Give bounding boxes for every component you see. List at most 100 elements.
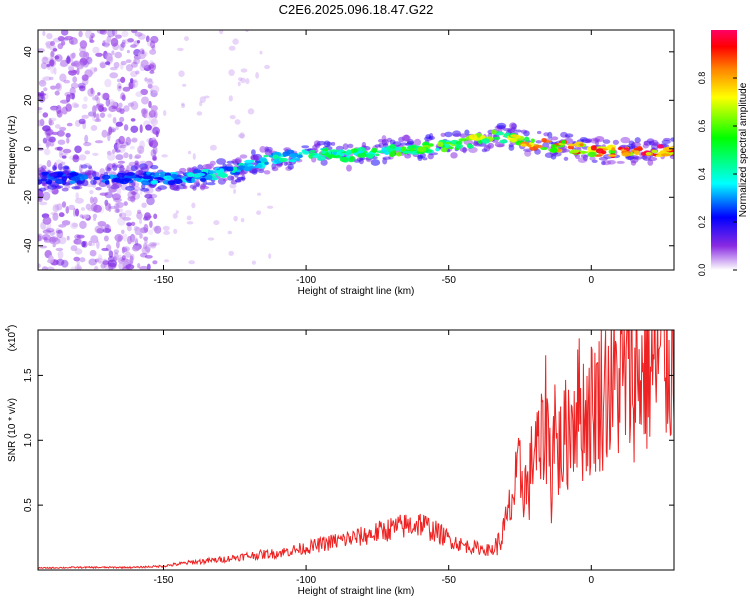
noise-blob <box>43 92 49 100</box>
noise-blob <box>72 155 80 163</box>
ridge-halo-blob <box>463 139 474 145</box>
noise-blob <box>127 235 133 245</box>
noise-blob <box>97 221 107 227</box>
noise-blob <box>245 30 249 33</box>
noise-blob <box>121 94 126 101</box>
noise-blob <box>173 228 178 234</box>
noise-blob <box>122 217 131 221</box>
ridge-blob <box>579 143 584 147</box>
ridge-blob <box>154 172 160 177</box>
noise-blob <box>120 76 126 83</box>
ridge-halo-blob <box>157 185 168 190</box>
noise-blob <box>154 225 162 234</box>
spectrogram-panel: -150 -100 -50 0 -40 -20 0 20 40 Height of straig… <box>7 29 675 297</box>
ridge-halo-blob <box>38 187 47 192</box>
noise-blob <box>175 210 179 214</box>
noise-blob <box>76 67 80 76</box>
ridge-halo-blob <box>119 165 125 172</box>
ridge-blob <box>116 172 126 178</box>
noise-blob <box>65 132 71 138</box>
noise-blob <box>108 126 113 135</box>
noise-blob <box>213 220 220 226</box>
noise-blob <box>135 70 140 75</box>
noise-blob <box>50 105 59 111</box>
y-tick-label: 0 <box>23 146 34 152</box>
ridge-halo-blob <box>641 155 648 160</box>
noise-blob <box>130 70 138 78</box>
noise-blob <box>181 103 186 109</box>
ridge-blob <box>651 149 658 154</box>
y-tick-label: 20 <box>23 94 34 106</box>
noise-blob <box>50 85 57 90</box>
ridge-blob <box>611 147 616 151</box>
ridge-blob <box>510 134 518 138</box>
ridge-halo-blob <box>112 164 118 171</box>
noise-blob <box>137 145 145 155</box>
noise-blob <box>103 39 110 48</box>
noise-blob <box>70 62 77 67</box>
noise-blob <box>85 203 92 210</box>
noise-blob <box>119 116 125 123</box>
noise-blob <box>99 30 107 35</box>
svg-text:(x104): (x104) <box>5 325 18 352</box>
ridge-blob <box>371 147 378 153</box>
noise-blob <box>115 154 124 161</box>
noise-blob <box>81 74 89 81</box>
noise-blob <box>61 201 67 208</box>
noise-blob <box>131 61 138 68</box>
noise-blob <box>139 48 145 55</box>
ridge-blob <box>493 136 501 140</box>
noise-blob <box>65 103 72 112</box>
noise-blob <box>152 126 161 135</box>
noise-blob <box>43 236 48 241</box>
noise-blob <box>229 183 237 189</box>
ridge-halo-blob <box>670 137 674 142</box>
noise-blob <box>56 110 63 118</box>
ridge-blob <box>215 169 222 174</box>
ridge-blob <box>365 153 375 159</box>
noise-blob <box>42 191 51 201</box>
noise-blob <box>42 125 51 132</box>
ridge-blob <box>534 144 543 149</box>
ridge-halo-blob <box>462 146 467 154</box>
noise-blob <box>96 96 101 105</box>
ridge-halo-blob <box>417 154 424 159</box>
noise-blob <box>136 211 143 220</box>
noise-blob <box>141 96 149 105</box>
ridge-halo-blob <box>353 159 361 163</box>
noise-blob <box>41 56 49 64</box>
ridge-blob <box>337 149 345 153</box>
colorbar-tick-label: 0.0 <box>697 264 707 277</box>
noise-blob <box>137 33 146 40</box>
ridge-halo-blob <box>564 133 574 138</box>
noise-blob <box>124 209 132 217</box>
ridge-halo-blob <box>342 143 349 150</box>
noise-blob <box>109 72 119 79</box>
noise-blob <box>61 155 67 159</box>
noise-blob <box>78 118 86 125</box>
noise-blob <box>177 47 184 52</box>
noise-blob <box>46 63 50 68</box>
ridge-blob <box>568 143 576 147</box>
noise-blob <box>178 70 185 77</box>
colorbar-gradient <box>711 30 737 270</box>
noise-blob <box>125 136 132 146</box>
noise-blob <box>50 106 59 112</box>
noise-blob <box>106 56 113 62</box>
ridge-halo-blob <box>378 139 384 143</box>
ridge-blob <box>481 138 490 144</box>
ridge-blob <box>329 149 339 153</box>
noise-blob <box>259 50 263 55</box>
ridge-blob <box>233 166 238 172</box>
ridge-blob <box>340 153 345 157</box>
ridge-halo-blob <box>141 183 146 190</box>
noise-blob <box>139 265 149 270</box>
ridge-halo-blob <box>589 156 596 161</box>
ridge-halo-blob <box>41 165 47 170</box>
ridge-halo-blob <box>112 182 122 189</box>
ridge-blob <box>167 180 176 186</box>
noise-blob <box>75 192 79 200</box>
ridge-blob <box>133 177 142 181</box>
ridge-blob <box>357 150 364 154</box>
noise-blob <box>123 152 129 159</box>
